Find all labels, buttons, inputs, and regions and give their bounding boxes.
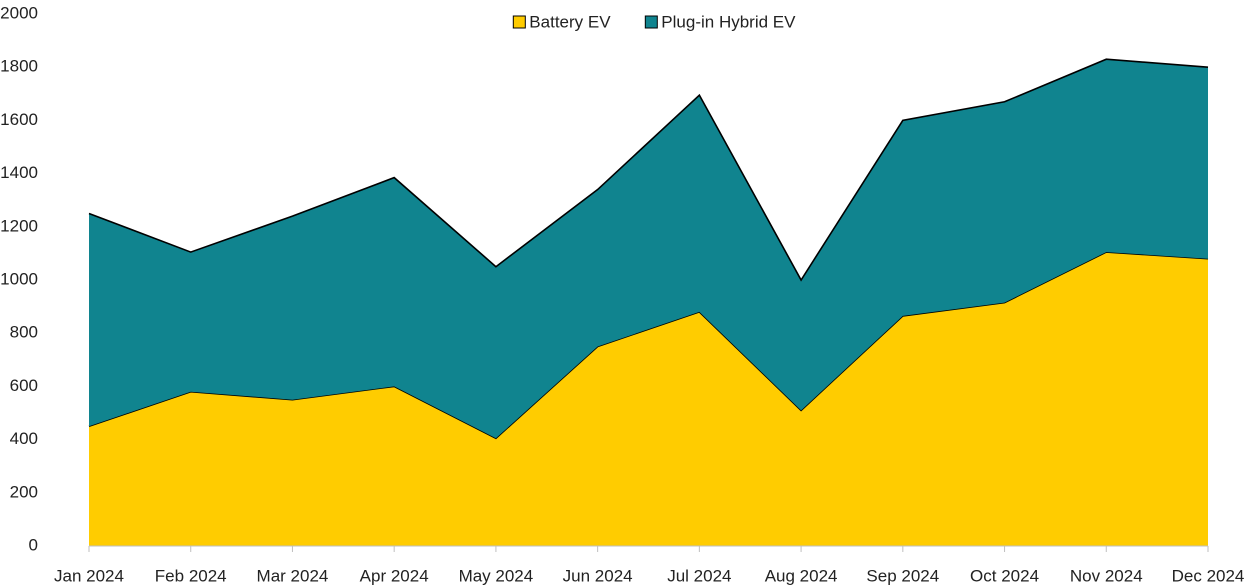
y-tick-label: 0 (29, 535, 38, 554)
area (89, 59, 1208, 439)
x-tick-label: Jan 2024 (54, 566, 124, 585)
x-tick-label: Aug 2024 (765, 566, 838, 585)
area (89, 252, 1208, 546)
legend-label: Battery EV (529, 12, 611, 31)
y-tick-label: 200 (10, 482, 38, 501)
x-tick-label: May 2024 (459, 566, 534, 585)
x-tick-label: Jun 2024 (563, 566, 633, 585)
legend-swatch (644, 15, 658, 29)
y-tick-label: 600 (10, 376, 38, 395)
x-tick-label: Sep 2024 (866, 566, 939, 585)
y-tick-label: 1600 (0, 110, 38, 129)
y-tick-label: 1400 (0, 163, 38, 182)
legend-label: Plug-in Hybrid EV (661, 12, 796, 31)
x-tick-label: Nov 2024 (1070, 566, 1143, 585)
x-tick-label: Feb 2024 (155, 566, 227, 585)
x-tick-label: Mar 2024 (257, 566, 329, 585)
x-tick-label: Apr 2024 (360, 566, 429, 585)
y-tick-label: 1800 (0, 57, 38, 76)
y-tick-label: 1200 (0, 216, 38, 235)
y-tick-label: 2000 (0, 3, 38, 22)
y-tick-label: 800 (10, 323, 38, 342)
legend-swatch (512, 15, 526, 29)
x-tick-label: Jul 2024 (667, 566, 731, 585)
x-tick-label: Dec 2024 (1172, 566, 1245, 585)
area-edge (88, 58, 1209, 282)
y-tick-label: 1000 (0, 269, 38, 288)
y-tick-label: 400 (10, 429, 38, 448)
x-tick-label: Oct 2024 (970, 566, 1039, 585)
